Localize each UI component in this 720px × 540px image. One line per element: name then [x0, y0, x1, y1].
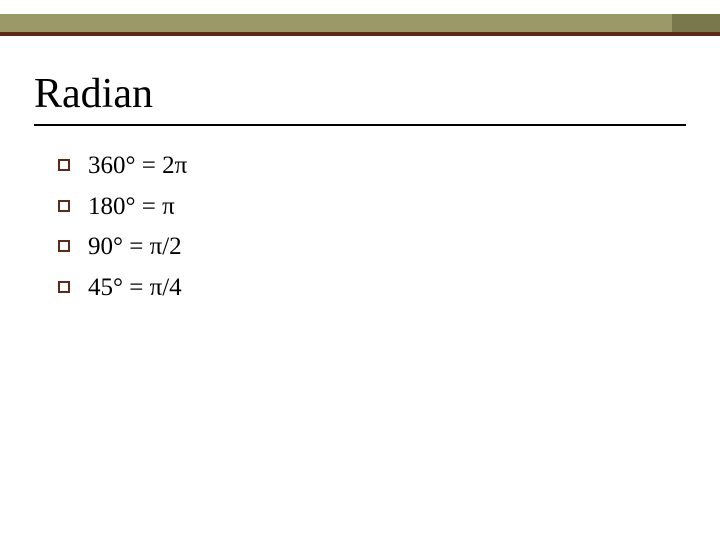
slide-title: Radian: [34, 70, 686, 126]
square-bullet-icon: [58, 281, 70, 293]
bullet-text: 45° = π/4: [88, 272, 182, 305]
list-item: 360° = 2π: [58, 150, 187, 183]
header-olive-accent: [672, 14, 720, 32]
square-bullet-icon: [58, 240, 70, 252]
list-item: 90° = π/2: [58, 231, 187, 264]
header-spacer-top: [0, 0, 720, 14]
bullet-text: 180° = π: [88, 191, 175, 224]
slide-container: Radian 360° = 2π 180° = π 90° = π/2 45° …: [0, 0, 720, 540]
list-item: 180° = π: [58, 191, 187, 224]
bullet-text: 90° = π/2: [88, 231, 182, 264]
square-bullet-icon: [58, 159, 70, 171]
bullet-list: 360° = 2π 180° = π 90° = π/2 45° = π/4: [58, 150, 187, 304]
content-area: 360° = 2π 180° = π 90° = π/2 45° = π/4: [58, 150, 187, 312]
header-decorative-bar: [0, 0, 720, 58]
header-spacer-bottom: [0, 36, 720, 58]
square-bullet-icon: [58, 200, 70, 212]
header-olive-band: [0, 14, 720, 32]
bullet-text: 360° = 2π: [88, 150, 187, 183]
title-area: Radian: [34, 70, 686, 126]
header-olive-main: [0, 14, 672, 32]
list-item: 45° = π/4: [58, 272, 187, 305]
